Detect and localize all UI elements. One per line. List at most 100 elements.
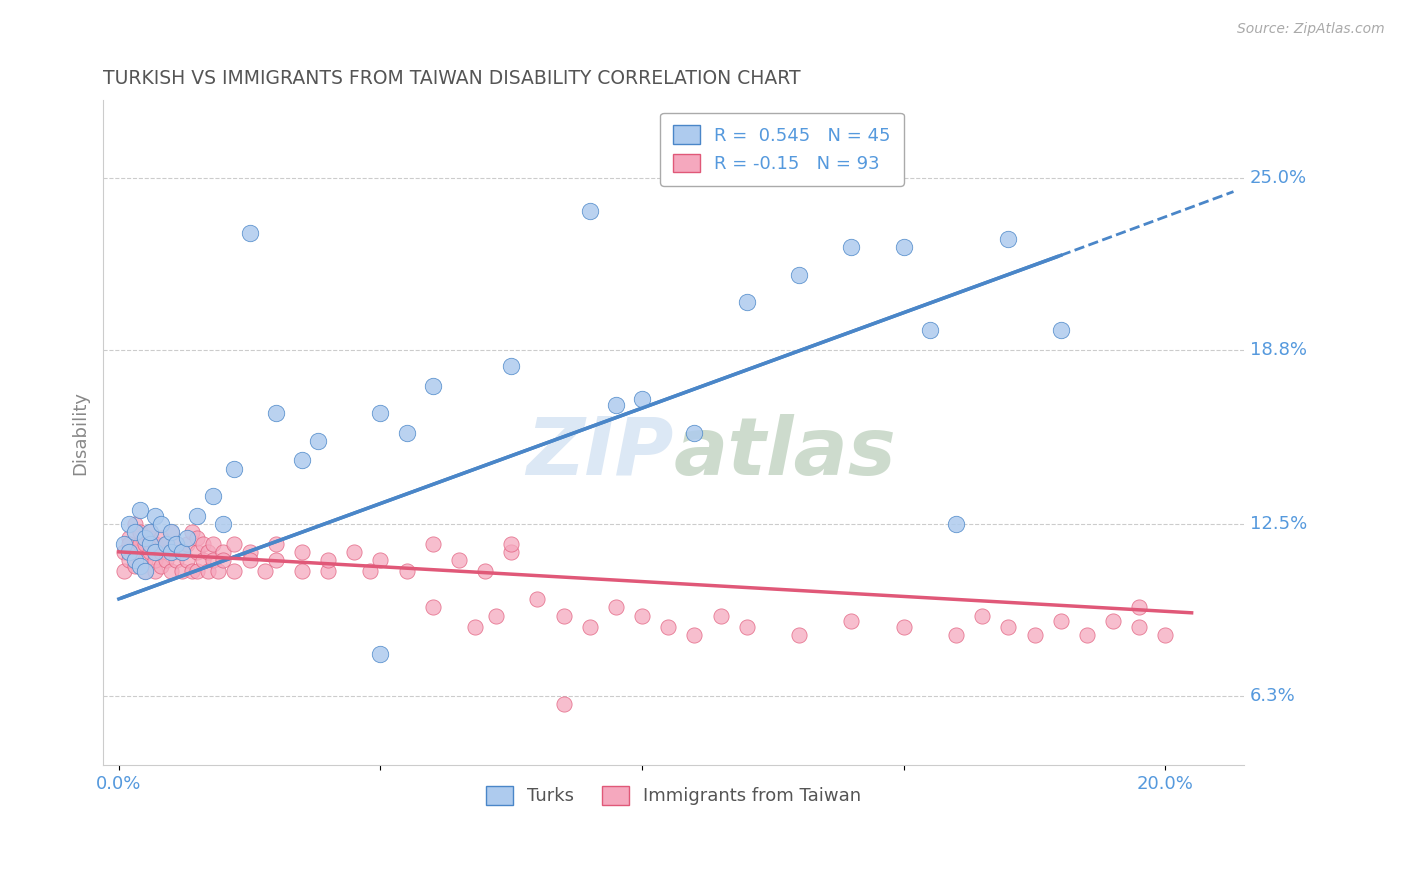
Point xyxy=(893,620,915,634)
Point xyxy=(186,545,208,559)
Point xyxy=(124,517,146,532)
Point xyxy=(578,620,600,634)
Point xyxy=(124,558,146,573)
Point xyxy=(578,204,600,219)
Point xyxy=(307,434,329,448)
Point xyxy=(128,525,150,540)
Text: TURKISH VS IMMIGRANTS FROM TAIWAN DISABILITY CORRELATION CHART: TURKISH VS IMMIGRANTS FROM TAIWAN DISABI… xyxy=(103,69,801,87)
Point xyxy=(165,536,187,550)
Point xyxy=(186,508,208,523)
Point xyxy=(112,564,135,578)
Point xyxy=(264,536,287,550)
Point xyxy=(118,536,141,550)
Point xyxy=(191,536,214,550)
Point xyxy=(145,553,167,567)
Point xyxy=(191,553,214,567)
Point xyxy=(1128,600,1150,615)
Point xyxy=(134,536,156,550)
Point xyxy=(222,564,245,578)
Point xyxy=(484,608,506,623)
Point xyxy=(264,406,287,420)
Point xyxy=(139,545,162,559)
Point xyxy=(945,628,967,642)
Point xyxy=(264,553,287,567)
Text: 12.5%: 12.5% xyxy=(1250,516,1308,533)
Point xyxy=(997,620,1019,634)
Point xyxy=(170,564,193,578)
Point xyxy=(155,536,177,550)
Point xyxy=(605,398,627,412)
Point xyxy=(160,564,183,578)
Point xyxy=(145,536,167,550)
Point xyxy=(1154,628,1177,642)
Point xyxy=(160,545,183,559)
Point xyxy=(212,545,235,559)
Point xyxy=(165,553,187,567)
Point xyxy=(370,553,392,567)
Point xyxy=(631,392,654,407)
Point xyxy=(134,564,156,578)
Point xyxy=(945,517,967,532)
Point xyxy=(997,232,1019,246)
Point xyxy=(139,525,162,540)
Point xyxy=(134,531,156,545)
Point xyxy=(124,545,146,559)
Point xyxy=(239,226,262,240)
Point xyxy=(291,564,314,578)
Text: 18.8%: 18.8% xyxy=(1250,341,1306,359)
Point xyxy=(343,545,366,559)
Point xyxy=(139,536,162,550)
Point xyxy=(155,536,177,550)
Text: atlas: atlas xyxy=(673,414,896,491)
Point xyxy=(605,600,627,615)
Point xyxy=(291,545,314,559)
Point xyxy=(239,553,262,567)
Point xyxy=(553,608,575,623)
Point xyxy=(176,553,198,567)
Point xyxy=(197,545,219,559)
Point xyxy=(149,545,172,559)
Point xyxy=(683,425,706,440)
Point xyxy=(918,323,941,337)
Point xyxy=(501,359,523,374)
Point xyxy=(134,564,156,578)
Point xyxy=(134,553,156,567)
Point xyxy=(422,600,444,615)
Point xyxy=(841,240,863,254)
Point xyxy=(1024,628,1046,642)
Point xyxy=(145,545,167,559)
Point xyxy=(118,517,141,532)
Point xyxy=(447,553,470,567)
Point xyxy=(186,531,208,545)
Point xyxy=(972,608,994,623)
Point xyxy=(735,295,758,310)
Point xyxy=(787,268,810,282)
Point xyxy=(553,698,575,712)
Point xyxy=(145,508,167,523)
Point xyxy=(139,531,162,545)
Point xyxy=(222,536,245,550)
Point xyxy=(710,608,733,623)
Point xyxy=(359,564,381,578)
Point xyxy=(202,536,225,550)
Point xyxy=(176,536,198,550)
Point xyxy=(683,628,706,642)
Point xyxy=(1102,614,1125,628)
Point xyxy=(207,564,229,578)
Point xyxy=(118,553,141,567)
Point xyxy=(160,545,183,559)
Point xyxy=(128,536,150,550)
Point xyxy=(212,517,235,532)
Point xyxy=(181,525,204,540)
Point xyxy=(254,564,277,578)
Point xyxy=(501,545,523,559)
Text: Source: ZipAtlas.com: Source: ZipAtlas.com xyxy=(1237,22,1385,37)
Point xyxy=(735,620,758,634)
Point xyxy=(160,525,183,540)
Point xyxy=(1128,620,1150,634)
Y-axis label: Disability: Disability xyxy=(72,391,89,475)
Point xyxy=(124,553,146,567)
Point xyxy=(526,591,548,606)
Point xyxy=(422,536,444,550)
Point xyxy=(464,620,486,634)
